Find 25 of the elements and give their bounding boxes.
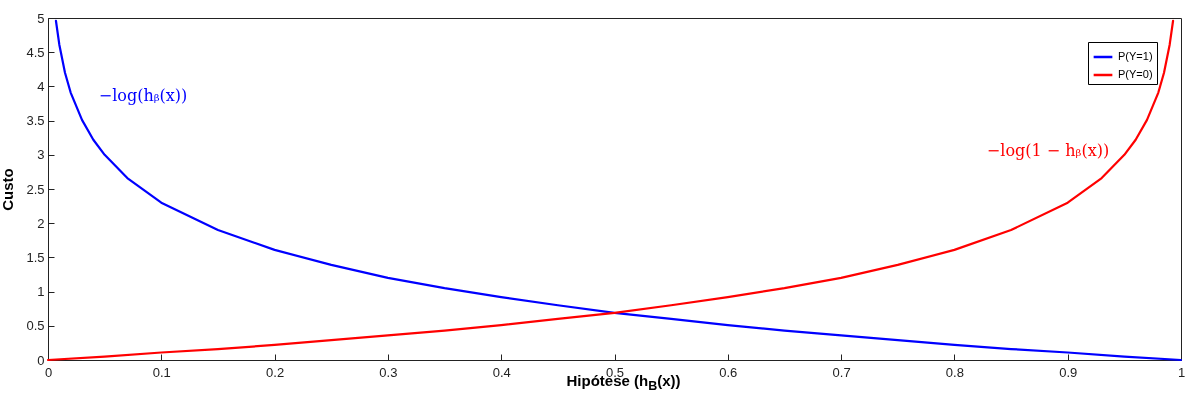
x-tick-label: 0.1	[152, 364, 171, 380]
x-tick-label: 0.9	[1059, 364, 1078, 380]
y-tick-label: 4	[37, 78, 45, 94]
y-tick-label: 4.5	[26, 44, 45, 60]
x-tick-label: 0.4	[492, 364, 511, 380]
y-tick-label: 2.5	[26, 181, 45, 197]
y-tick-label: 0	[37, 352, 45, 368]
x-tick-label: 1	[1177, 364, 1186, 380]
x-tick-label: 0.2	[266, 364, 285, 380]
x-tick-label: 0.6	[719, 364, 738, 380]
annotation: −log(1 − hᵦ(x))	[986, 141, 1110, 160]
y-tick-label: 0.5	[26, 318, 45, 334]
y-tick-label: 1.5	[26, 249, 45, 265]
annotation: −log(hᵦ(x))	[98, 86, 188, 105]
legend-label: P(Y=1)	[1118, 50, 1153, 62]
x-tick-label: 0.3	[379, 364, 398, 380]
y-axis-title: Custo	[0, 168, 17, 211]
legend-label: P(Y=0)	[1118, 68, 1153, 80]
y-tick-label: 3.5	[26, 113, 45, 129]
y-tick-label: 2	[37, 215, 45, 231]
y-tick-label: 1	[37, 284, 45, 300]
x-tick-label: 0.8	[945, 364, 964, 380]
y-tick-label: 5	[37, 10, 45, 26]
y-tick-label: 3	[37, 147, 45, 163]
x-tick-label: 0.7	[832, 364, 851, 380]
